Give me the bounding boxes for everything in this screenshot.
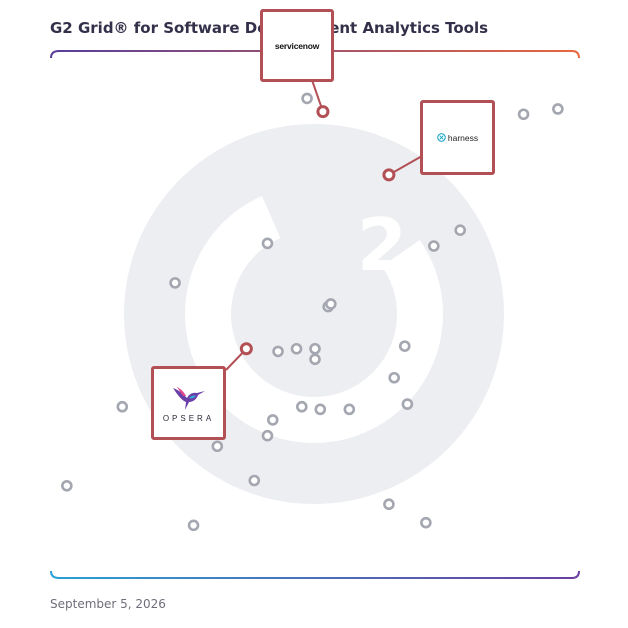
- vendor-point-10[interactable]: [398, 340, 411, 352]
- vendor-point-14[interactable]: [309, 353, 321, 366]
- svg-text:2: 2: [357, 203, 407, 287]
- vendor-point-11[interactable]: [272, 345, 284, 358]
- vendor-point-13[interactable]: [309, 342, 321, 355]
- vendor-point-18[interactable]: [314, 403, 327, 416]
- servicenow-logo: servicenow: [274, 40, 320, 51]
- vendor-point-21[interactable]: [266, 414, 279, 426]
- servicenow-point[interactable]: [316, 105, 330, 119]
- vendor-point-2[interactable]: [517, 108, 530, 121]
- vendor-points: [61, 92, 564, 532]
- harness-logo: harness: [447, 132, 479, 143]
- vendor-point-22[interactable]: [261, 429, 274, 442]
- vendor-point-16[interactable]: [116, 400, 129, 413]
- vendor-point-24[interactable]: [248, 474, 261, 487]
- vendor-point-26[interactable]: [383, 498, 395, 511]
- harness-point[interactable]: [382, 168, 396, 182]
- vendor-point-5[interactable]: [427, 240, 440, 252]
- hummingbird-icon: [172, 386, 205, 410]
- harness-logo-box[interactable]: harness: [420, 100, 495, 175]
- vendor-point-15[interactable]: [388, 371, 401, 384]
- vendor-point-3[interactable]: [552, 103, 564, 115]
- vendor-point-19[interactable]: [343, 403, 356, 416]
- harness-icon: [437, 133, 446, 142]
- vendor-point-7[interactable]: [169, 277, 181, 289]
- opsera-point[interactable]: [239, 342, 253, 356]
- vendor-point-9[interactable]: [325, 298, 337, 310]
- vendor-point-1[interactable]: [301, 92, 313, 105]
- highlighted-vendors: [225, 79, 423, 371]
- vendor-point-27[interactable]: [187, 519, 200, 532]
- g2-watermark: 2: [124, 124, 504, 504]
- vendor-point-4[interactable]: [454, 224, 467, 236]
- opsera-logo: OPSERA: [162, 413, 215, 423]
- vendor-point-12[interactable]: [290, 342, 303, 355]
- vendor-point-28[interactable]: [420, 516, 432, 529]
- vendor-point-23[interactable]: [211, 440, 224, 453]
- vendor-point-6[interactable]: [261, 237, 274, 250]
- vendor-point-25[interactable]: [61, 479, 73, 492]
- opsera-logo-box[interactable]: OPSERA: [151, 366, 226, 440]
- servicenow-logo-box[interactable]: servicenow: [260, 9, 334, 82]
- footer-date: September 5, 2026: [50, 597, 166, 611]
- vendor-point-17[interactable]: [295, 400, 308, 413]
- vendor-point-20[interactable]: [401, 398, 414, 410]
